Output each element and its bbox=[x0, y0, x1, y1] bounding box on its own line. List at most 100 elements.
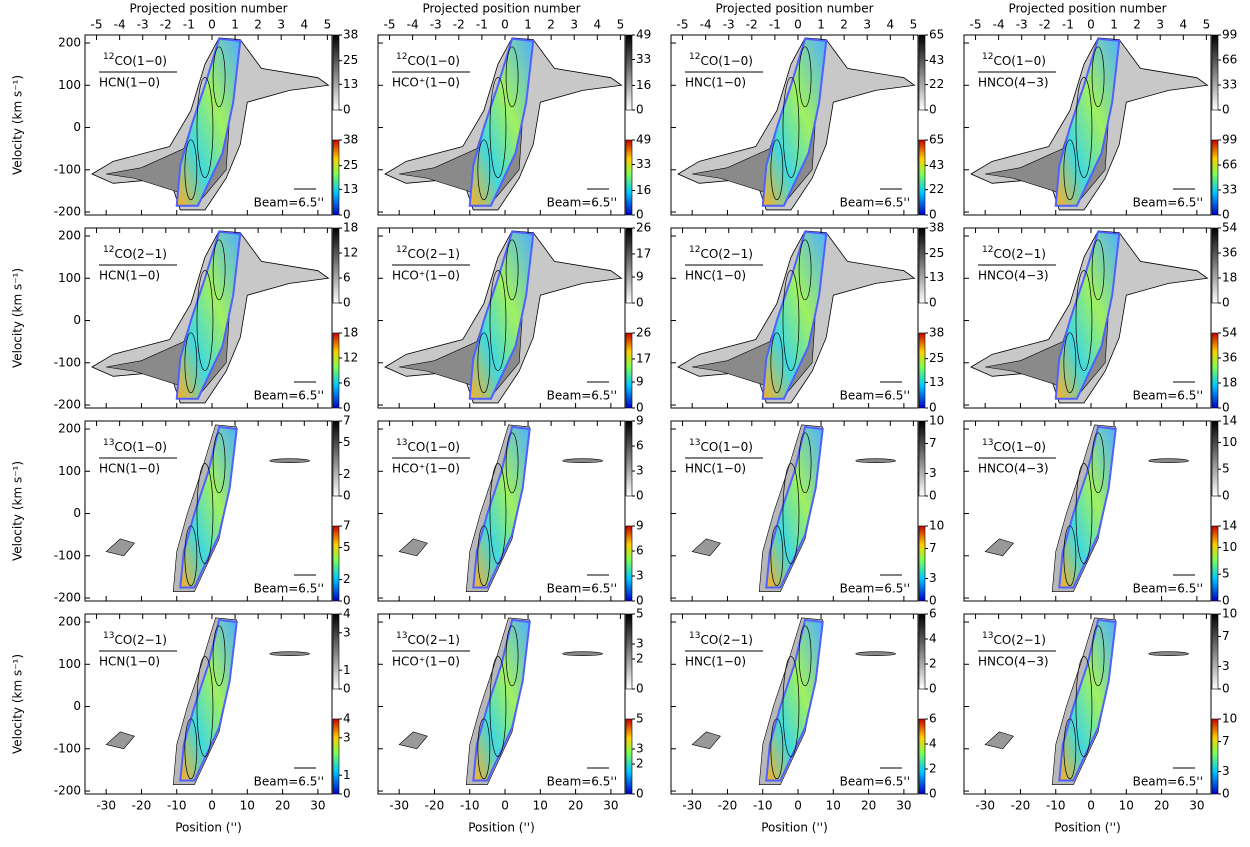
colorbar-tick-label: 17 bbox=[636, 246, 651, 260]
contour bbox=[1091, 239, 1105, 301]
top-tick-label: 0 bbox=[208, 18, 216, 32]
x-tick-label: -20 bbox=[425, 799, 445, 813]
contour bbox=[770, 718, 784, 780]
color-colorbar bbox=[625, 332, 633, 409]
beam-label: Beam=6.5'' bbox=[254, 775, 324, 789]
color-colorbar bbox=[1211, 139, 1219, 216]
ratio-numerator: 12CO(1−0) bbox=[689, 52, 753, 68]
x-tick-label: -30 bbox=[682, 799, 702, 813]
colorbar-tick-label: 7 bbox=[929, 541, 937, 555]
ratio-map bbox=[1058, 618, 1117, 782]
x-tick-label: 10 bbox=[533, 799, 548, 813]
beam-label: Beam=6.5'' bbox=[840, 582, 910, 596]
colorbar-tick-label: 0 bbox=[1222, 296, 1230, 310]
ratio-denominator: HCN(1−0) bbox=[99, 269, 160, 283]
beam-label: Beam=6.5'' bbox=[547, 196, 617, 210]
isotope: 13 bbox=[689, 631, 700, 641]
beam-label: Beam=6.5'' bbox=[547, 389, 617, 403]
colorbar-tick-label: 0 bbox=[343, 594, 351, 608]
x-tick-label: 0 bbox=[208, 799, 216, 813]
ratio-map bbox=[468, 230, 535, 400]
colorbar-tick-label: 2 bbox=[929, 657, 937, 671]
colorbar-tick-label: 4 bbox=[343, 712, 351, 726]
colorbar-tick-label: 18 bbox=[343, 326, 358, 340]
contour bbox=[782, 463, 800, 564]
numerator: CO(2−1) bbox=[993, 633, 1046, 647]
colorbar-tick-label: 36 bbox=[1222, 246, 1237, 260]
colorbar-tick-label: 6 bbox=[636, 544, 644, 558]
contour bbox=[184, 718, 198, 780]
color-colorbar bbox=[332, 139, 340, 216]
colorbar-tick-label: 0 bbox=[929, 787, 937, 801]
color-colorbar bbox=[1211, 718, 1219, 795]
x-tick-label: 0 bbox=[501, 799, 509, 813]
y-tick-label: -100 bbox=[54, 162, 81, 176]
frame bbox=[963, 34, 1212, 216]
color-colorbar bbox=[918, 139, 926, 216]
frame bbox=[377, 613, 626, 795]
gray-colorbar bbox=[332, 227, 340, 304]
contour bbox=[184, 332, 198, 394]
contour bbox=[489, 77, 507, 178]
beam-label: Beam=6.5'' bbox=[840, 196, 910, 210]
color-colorbar bbox=[332, 332, 340, 409]
colorbar-tick-label: 54 bbox=[1222, 221, 1237, 235]
image bbox=[105, 617, 310, 786]
top-tick-label: 5 bbox=[324, 18, 332, 32]
colorbar-tick-label: 2 bbox=[343, 572, 351, 586]
colorbar-tick-label: 6 bbox=[929, 607, 937, 621]
ratio-denominator: HNC(1−0) bbox=[685, 76, 746, 90]
numerator: CO(2−1) bbox=[407, 633, 460, 647]
x-tick-label: -10 bbox=[1046, 799, 1066, 813]
colorbar-tick-label: 38 bbox=[929, 221, 944, 235]
image bbox=[984, 617, 1189, 786]
contour bbox=[212, 432, 226, 494]
ratio-map bbox=[179, 618, 238, 782]
contour bbox=[269, 651, 310, 657]
gray-feature bbox=[691, 538, 721, 557]
image bbox=[384, 230, 623, 404]
contour bbox=[855, 651, 896, 657]
gray-feature bbox=[984, 731, 1014, 750]
ratio-denominator: HCO⁺(1−0) bbox=[392, 462, 460, 476]
top-tick-label: -5 bbox=[970, 18, 982, 32]
ratio-numerator: 12CO(1−0) bbox=[982, 52, 1046, 68]
top-axis-label: Projected position number bbox=[422, 2, 580, 16]
colorbar-tick-label: 0 bbox=[343, 208, 351, 222]
colorbar-tick-label: 16 bbox=[636, 78, 651, 92]
colorbar-tick-label: 3 bbox=[636, 569, 644, 583]
colorbar-tick-label: 14 bbox=[1222, 519, 1237, 533]
x-tick-label: 0 bbox=[1087, 799, 1095, 813]
colorbar-tick-label: 0 bbox=[343, 103, 351, 117]
ratio-numerator: 13CO(1−0) bbox=[396, 438, 460, 454]
colorbar-tick-label: 1 bbox=[343, 768, 351, 782]
isotope: 12 bbox=[103, 245, 114, 255]
colorbar-tick-label: 0 bbox=[636, 103, 644, 117]
x-tick-label: 30 bbox=[603, 799, 618, 813]
frame bbox=[377, 227, 626, 409]
colorbar-tick-label: 65 bbox=[929, 133, 944, 147]
gray-colorbar bbox=[625, 34, 633, 111]
contour bbox=[770, 332, 784, 394]
y-tick-label: 200 bbox=[58, 422, 81, 436]
ratio-map bbox=[1054, 230, 1121, 400]
color-colorbar bbox=[918, 718, 926, 795]
color-colorbar bbox=[918, 332, 926, 409]
contour bbox=[489, 463, 507, 564]
ratio-numerator: 13CO(2−1) bbox=[982, 631, 1046, 647]
contour bbox=[770, 525, 784, 587]
gray-colorbar bbox=[1211, 34, 1219, 111]
colorbar-tick-label: 65 bbox=[929, 28, 944, 42]
isotope: 13 bbox=[396, 438, 407, 448]
colorbar-tick-label: 6 bbox=[343, 376, 351, 390]
contour bbox=[269, 458, 310, 464]
top-tick-label: 2 bbox=[254, 18, 262, 32]
colorbar-tick-label: 0 bbox=[343, 401, 351, 415]
top-tick-label: 5 bbox=[1203, 18, 1211, 32]
colorbar-tick-label: 3 bbox=[636, 637, 644, 651]
top-tick-label: 3 bbox=[277, 18, 285, 32]
x-tick-label: -30 bbox=[975, 799, 995, 813]
colorbar-tick-label: 0 bbox=[1222, 401, 1230, 415]
